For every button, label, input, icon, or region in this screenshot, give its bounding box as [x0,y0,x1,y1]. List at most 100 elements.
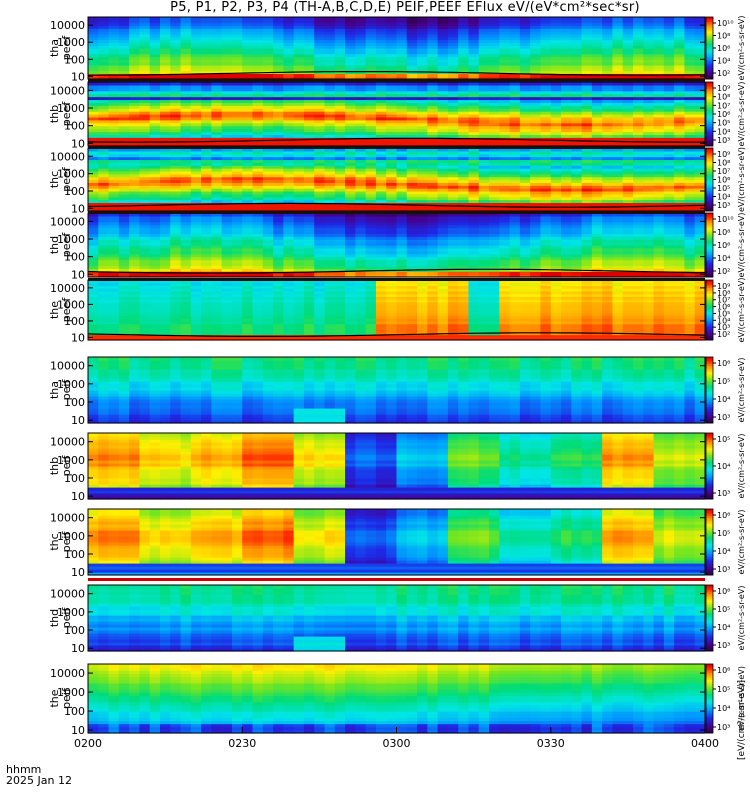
y-tick-label: 10 [71,268,85,281]
panel-label: thapeif [48,379,73,401]
colorbar-tick-label: 10¹⁰ [717,215,734,224]
colorbar-tick-label: 10⁴ [717,254,730,263]
panel-separator [88,501,705,504]
panel-label: thdpeef [48,232,73,258]
y-tick-label: 10000 [50,667,85,680]
y-tick-label: 10000 [50,360,85,373]
colorbar-tick-label: 10² [717,69,730,78]
colorbar-tick-label: 10⁵ [717,605,730,614]
colorbar-tick-label: 10⁶ [717,587,730,596]
panel-separator [88,79,705,82]
colorbar-tick-label: 10⁴ [717,704,730,713]
panel-label: thbpeef [48,101,73,127]
colorbar-tick-label: 10⁸ [717,32,730,41]
panel-separator [88,657,705,660]
colorbar-tick-label: 10³ [717,641,730,650]
colorbar-tick-label: 10⁵ [717,529,730,538]
colorbar-tick-label: 10⁷ [717,101,730,110]
colorbar-tick-label: 10³ [717,723,730,732]
panel-separator [88,211,705,214]
colorbar-unit: eV/(cm²-s-sr-eV) [737,510,746,575]
colorbar-unit: eV/(cm²-s-sr-eV) [737,82,746,147]
colorbar-tick-label: 10⁴ [717,395,730,404]
y-tick-label: 10 [71,414,85,427]
colorbar-unit: eV/(cm²-s-sr-eV) [737,16,746,81]
panel-label: thbpeif [48,455,73,477]
panel-label: thepeif [48,687,73,709]
panel-label: thdpeif [48,607,73,629]
colorbar-tick-label: 10³ [717,413,730,422]
colorbar-tick-label: 10³ [717,489,730,498]
panel-separator [88,578,705,581]
colorbar-unit: eV/(cm²-s-sr-eV) [737,586,746,651]
colorbar-tick-label: 10² [717,330,730,339]
colorbar-unit: eV/(cm²-s-sr-eV) [737,278,746,343]
x-tick-label: 0200 [74,737,102,750]
colorbar-tick-label: 10⁶ [717,241,730,250]
colorbar-unit: eV/(cm²-s-sr-eV) [737,213,746,278]
y-tick-label: 10 [71,566,85,579]
colorbar-unit: eV/(cm²-s-sr-eV) [737,358,746,423]
colorbar-tick-label: 10⁶ [717,511,730,520]
y-tick-label: 10 [71,724,85,737]
panel-separator [88,349,705,352]
y-tick-label: 10 [71,137,85,150]
y-tick-label: 10000 [50,282,85,295]
y-tick-label: 10000 [50,512,85,525]
colorbar-tick-label: 10⁵ [717,119,730,128]
colorbar-tick-label: 10⁶ [717,666,730,675]
colorbar-tick-label: 10³ [717,201,730,210]
x-tick-label: 0330 [537,737,565,750]
colorbar-tick-label: 10⁵ [717,685,730,694]
panel-label: thapeef [48,35,73,61]
x-tick-label: 0300 [383,737,411,750]
colorbar-tick-label: 10⁵ [717,377,730,386]
colorbar-tick-label: 10¹⁰ [717,19,734,28]
panel-label: thcpeif [48,531,73,553]
y-tick-label: 10 [71,331,85,344]
y-tick-label: 10 [71,202,85,215]
colorbar-tick-label: 10⁸ [717,93,730,102]
y-tick-label: 10000 [50,215,85,228]
colorbar-tick-label: 10⁴ [717,127,730,136]
y-tick-label: 10000 [50,588,85,601]
panel-label: thcpeef [48,166,73,192]
colorbar-tick-label: 10⁴ [717,623,730,632]
colorbar-unit: eV/(cm²-s-sr-eV) [737,434,746,499]
y-tick-label: 10 [71,70,85,83]
y-tick-label: 10 [71,642,85,655]
colorbar-tick-label: 10³ [717,136,730,145]
y-tick-label: 10000 [50,150,85,163]
colorbar-unit: eV/(cm²-s-sr-eV) [737,147,746,212]
colorbar-tick-label: 10⁴ [717,547,730,556]
colorbar-tick-label: 10⁴ [717,57,730,66]
panel-separator [88,146,705,149]
panel-label: thepeef [48,297,73,323]
panel-separator [88,425,705,428]
colorbar-tick-label: 10⁶ [717,359,730,368]
panel-separator [88,278,705,281]
colorbar: 10⁶ 10⁵ 10⁴ 10³ eV/(cm²-s-sr-eV) [706,585,746,652]
y-tick-label: 10000 [50,19,85,32]
colorbar-tick-label: 10⁵ [717,435,730,444]
chart-title: P5, P1, P2, P3, P4 (TH-A,B,C,D,E) PEIF,P… [60,0,750,15]
colorbar-tick-label: 10⁹ [717,84,730,93]
y-tick-label: 10000 [50,436,85,449]
